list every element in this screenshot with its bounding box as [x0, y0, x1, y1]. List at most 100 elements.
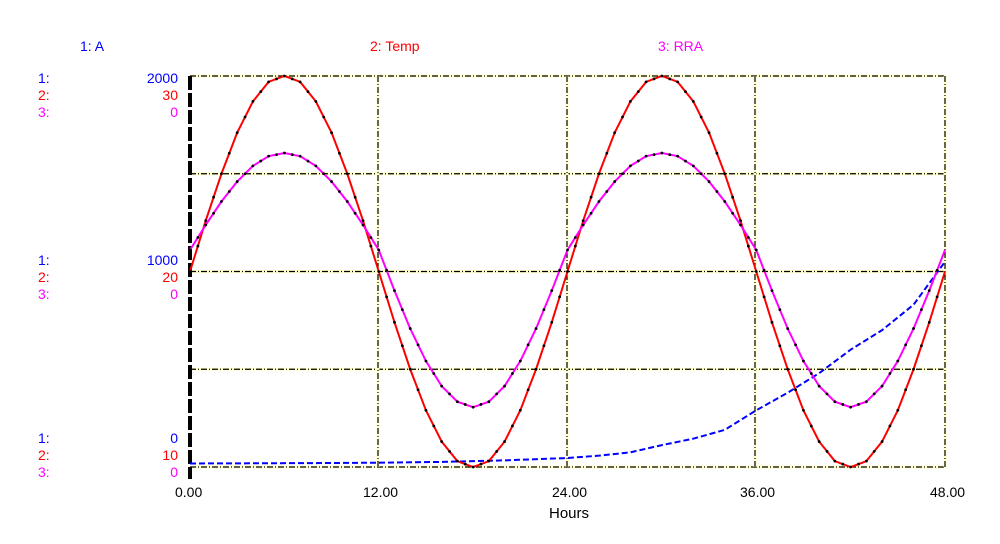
data-point-2: [691, 100, 695, 103]
data-point-3: [849, 405, 853, 409]
data-point-2: [400, 344, 404, 348]
axis-value-3-min: 0: [170, 464, 178, 480]
data-point-2: [353, 195, 357, 199]
data-point-3: [511, 372, 514, 375]
data-point-3: [597, 200, 601, 203]
data-point-3: [455, 400, 459, 404]
data-point-2: [220, 172, 223, 176]
data-point-2: [762, 295, 766, 299]
data-point-2: [581, 219, 585, 223]
data-point-2: [896, 408, 900, 412]
data-point-3: [566, 248, 569, 252]
data-point-2: [385, 295, 389, 299]
data-point-2: [479, 462, 483, 466]
data-point-2: [432, 424, 436, 428]
legend-rra: 3: RRA: [658, 38, 704, 54]
x-tick-label: 0.00: [175, 484, 203, 500]
data-point-3: [652, 153, 656, 156]
data-point-3: [864, 400, 868, 404]
axis-prefix-2-min: 2:: [38, 447, 50, 463]
data-point-2: [322, 115, 326, 119]
data-point-2: [731, 195, 735, 199]
data-point-2: [605, 151, 609, 155]
data-point-2: [424, 408, 428, 412]
data-point-3: [495, 392, 499, 396]
x-tick-label: 48.00: [930, 484, 966, 500]
data-point-3: [684, 159, 687, 163]
data-point-3: [235, 180, 239, 183]
data-point-3: [857, 403, 860, 406]
data-point-2: [393, 320, 396, 324]
data-point-3: [817, 384, 821, 388]
x-tick-label: 36.00: [740, 484, 776, 500]
data-point-3: [896, 359, 900, 363]
data-point-2: [495, 449, 499, 453]
data-point-2: [259, 90, 263, 94]
data-point-2: [408, 367, 412, 371]
data-point-3: [707, 180, 711, 183]
data-point-3: [613, 180, 617, 183]
data-point-3: [503, 384, 506, 388]
data-point-3: [880, 384, 884, 388]
data-point-2: [872, 449, 876, 453]
data-point-2: [330, 131, 333, 135]
axis-prefix-1-min: 1:: [38, 430, 50, 446]
data-point-2: [251, 100, 255, 103]
data-point-2: [463, 462, 467, 466]
data-point-3: [935, 268, 939, 272]
data-point-2: [794, 388, 797, 392]
data-point-3: [715, 190, 719, 193]
axis-value-3-mid: 0: [170, 286, 178, 302]
data-point-3: [393, 289, 396, 293]
axis-prefix-3-mid: 3:: [38, 286, 50, 302]
axis-prefix-1-max: 1:: [38, 70, 50, 86]
axis-prefix-2-mid: 2:: [38, 269, 50, 285]
data-point-3: [888, 372, 892, 375]
data-point-3: [330, 180, 333, 183]
data-point-2: [644, 80, 648, 84]
data-point-2: [699, 115, 703, 119]
data-point-3: [786, 327, 790, 330]
data-point-3: [526, 343, 530, 347]
data-point-3: [691, 164, 695, 168]
data-point-3: [746, 236, 750, 239]
data-point-2: [212, 195, 215, 199]
data-point-2: [534, 367, 538, 371]
data-point-2: [345, 172, 349, 176]
x-axis-label: Hours: [549, 505, 590, 522]
data-point-3: [298, 154, 302, 158]
legend-a: 1: A: [80, 38, 105, 54]
data-point-2: [652, 77, 656, 81]
data-point-3: [369, 236, 373, 239]
data-point-3: [471, 405, 475, 409]
data-point-2: [857, 462, 860, 466]
data-point-2: [621, 115, 624, 119]
data-point-3: [739, 223, 742, 227]
data-point-3: [448, 392, 451, 396]
data-point-3: [338, 190, 341, 193]
data-point-3: [227, 190, 231, 193]
data-point-3: [220, 200, 223, 203]
data-point-3: [290, 153, 294, 156]
data-point-3: [723, 200, 727, 203]
data-point-2: [927, 320, 931, 324]
data-point-3: [314, 164, 318, 168]
data-point-2: [471, 465, 475, 469]
data-point-3: [550, 289, 554, 293]
data-point-3: [196, 236, 200, 239]
data-point-3: [802, 359, 805, 363]
data-point-3: [927, 289, 931, 293]
data-point-3: [754, 248, 758, 252]
data-point-3: [668, 153, 672, 156]
data-point-3: [440, 384, 444, 388]
data-point-3: [518, 359, 522, 363]
data-point-2: [361, 219, 365, 223]
data-point-3: [904, 343, 908, 347]
data-point-2: [754, 270, 758, 273]
data-point-3: [424, 359, 428, 363]
data-point-2: [660, 74, 664, 78]
data-point-3: [841, 403, 845, 406]
data-point-3: [912, 327, 915, 330]
data-point-2: [518, 408, 522, 412]
